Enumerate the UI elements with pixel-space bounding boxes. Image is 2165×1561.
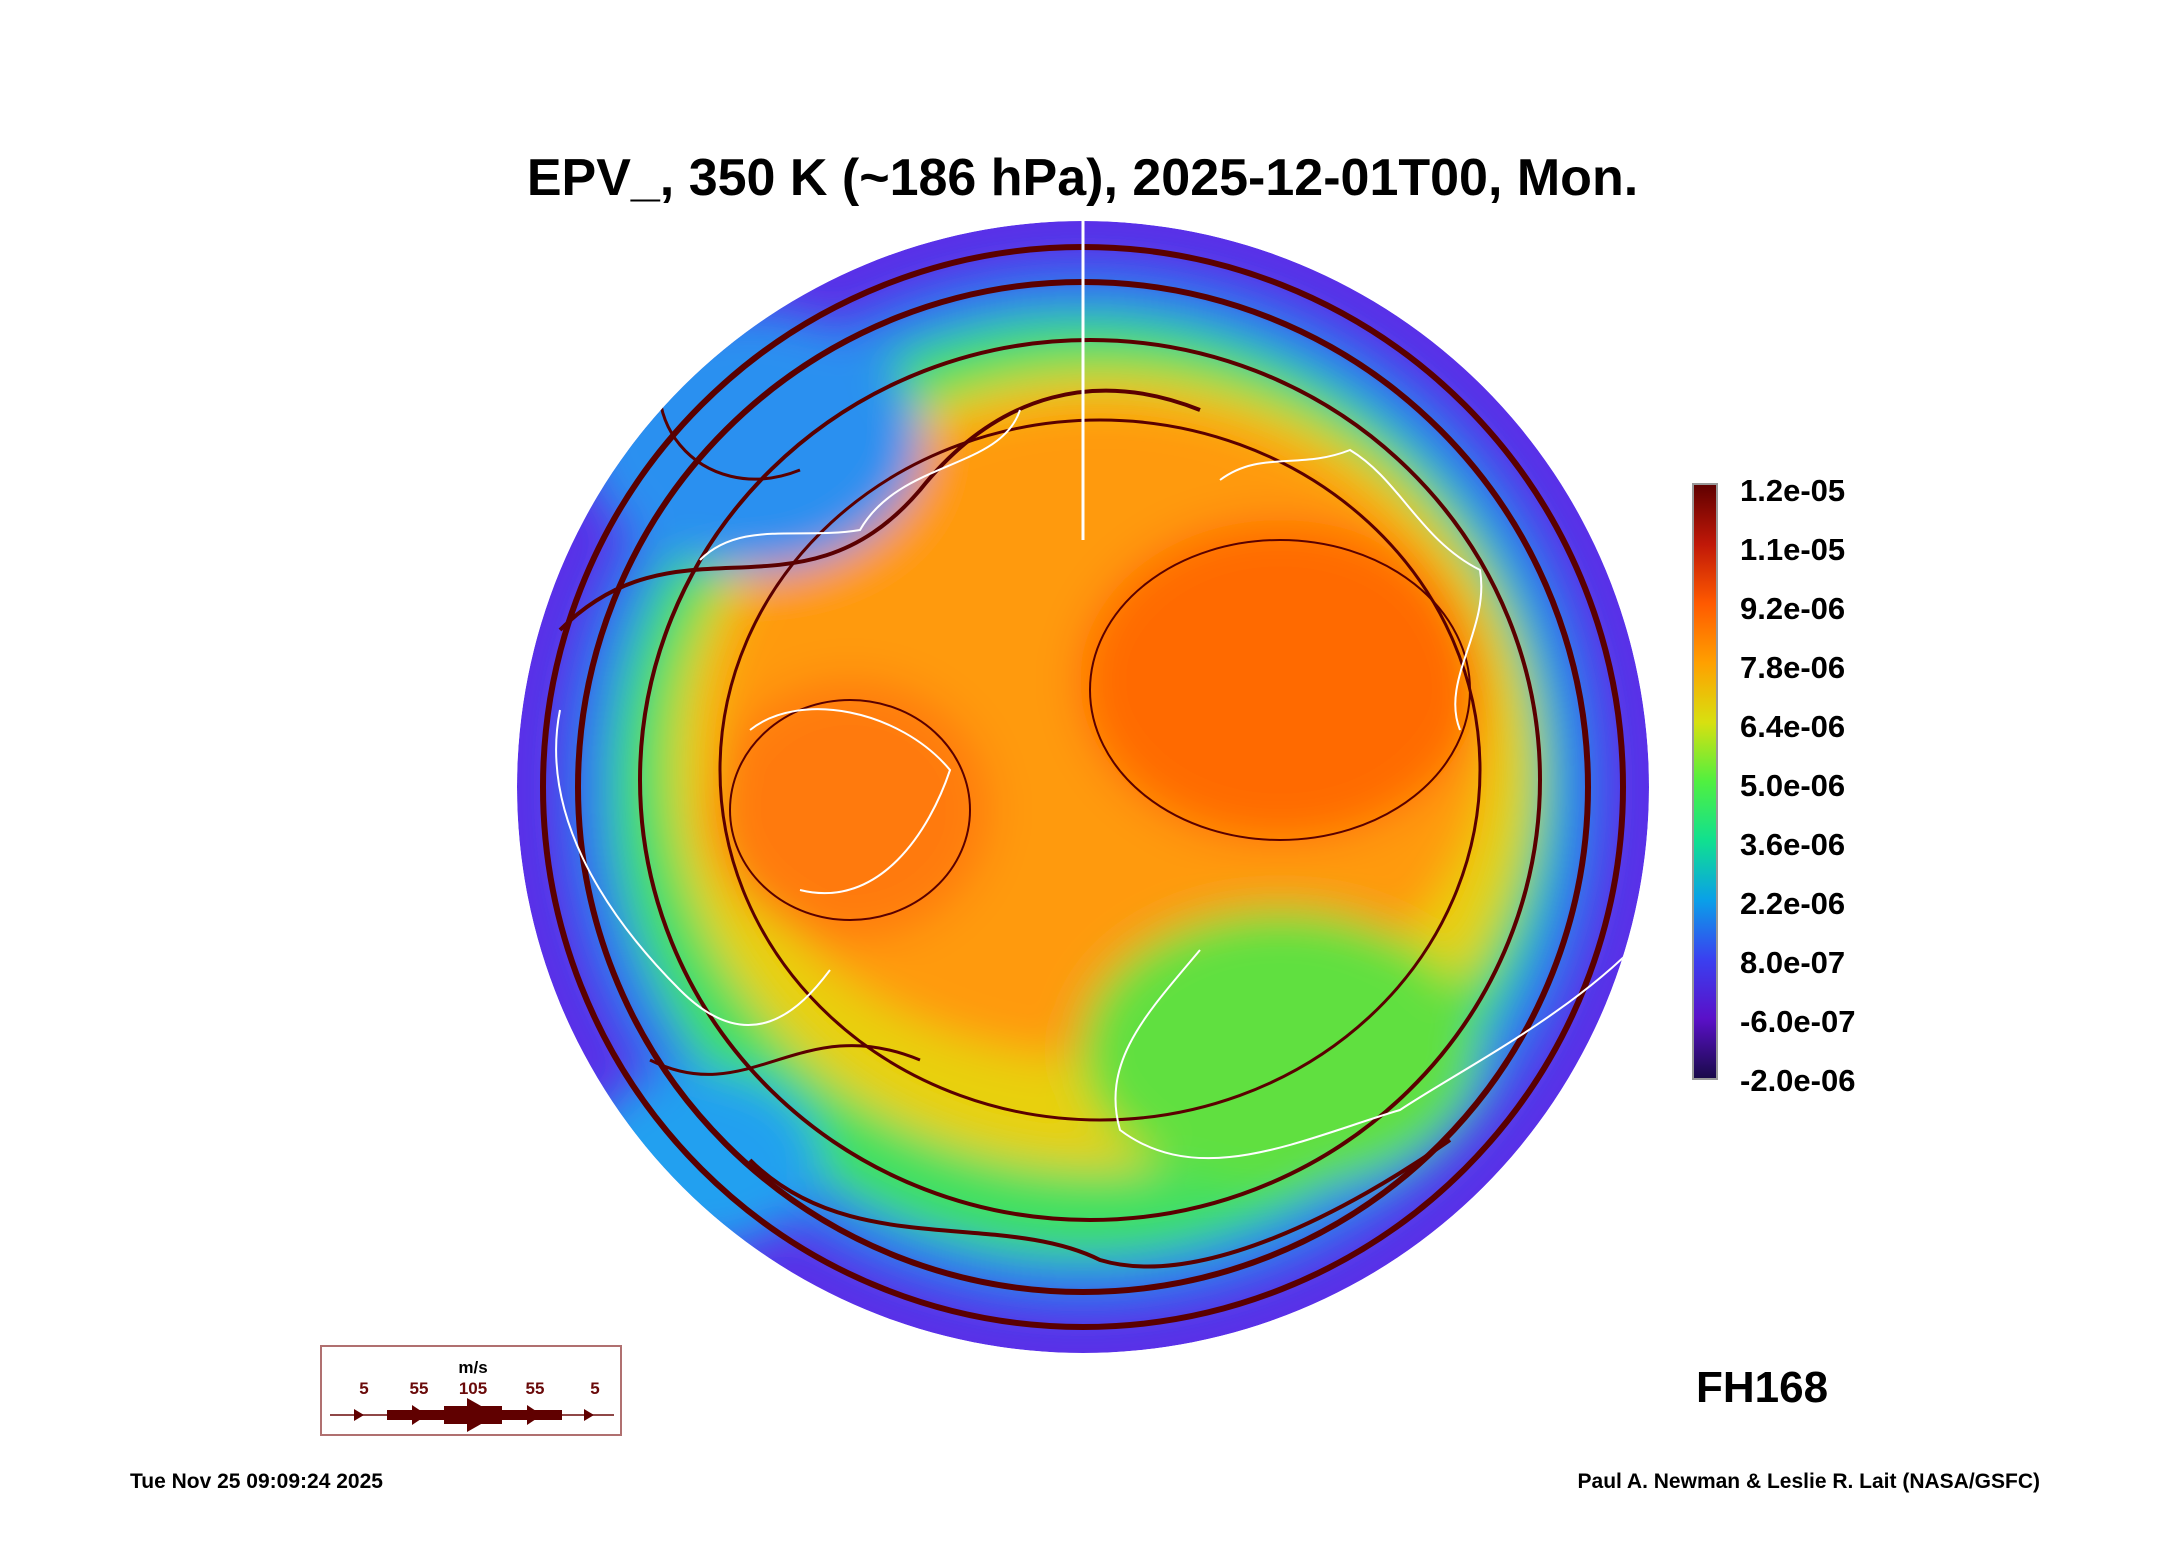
colorbar-tick: 6.4e-06 xyxy=(1740,709,1846,744)
legend-label: 5 xyxy=(359,1379,369,1398)
epv-field-core-1 xyxy=(1080,520,1480,840)
legend-units: m/s xyxy=(458,1358,488,1377)
colorbar-tick: 2.2e-06 xyxy=(1740,886,1846,921)
epv-field-green-lobe xyxy=(1080,910,1480,1190)
colorbar-tick: 3.6e-06 xyxy=(1740,827,1846,862)
credit: Paul A. Newman & Leslie R. Lait (NASA/GS… xyxy=(1577,1470,2040,1493)
colorbar-tick: 9.2e-06 xyxy=(1740,591,1846,626)
legend-label: 105 xyxy=(458,1379,488,1398)
colorbar-tick: 8.0e-07 xyxy=(1740,945,1846,980)
colorbar-tick: 7.8e-06 xyxy=(1740,650,1846,685)
epv-field-blue-lobe xyxy=(580,310,920,570)
wind-speed-legend: m/s 5 55 105 55 5 xyxy=(320,1345,622,1436)
wind-arrow-scale xyxy=(330,1398,614,1432)
coastlines xyxy=(555,409,1649,1160)
legend-label: 55 xyxy=(525,1379,545,1398)
colorbar xyxy=(1692,483,1718,1080)
colorbar-tick: 1.1e-05 xyxy=(1740,532,1846,567)
colorbar-tick: 1.2e-05 xyxy=(1740,473,1846,508)
legend-label: 55 xyxy=(409,1379,429,1398)
colorbar-tick: -6.0e-07 xyxy=(1740,1004,1856,1039)
forecast-hour: FH168 xyxy=(1696,1363,1829,1412)
colorbar-tick: 5.0e-06 xyxy=(1740,768,1846,803)
timestamp: Tue Nov 25 09:09:24 2025 xyxy=(130,1470,383,1493)
colorbar-tick: -2.0e-06 xyxy=(1740,1063,1856,1098)
epv-field-blue-lobe-2 xyxy=(580,1070,820,1250)
chart-title: EPV_, 350 K (~186 hPa), 2025-12-01T00, M… xyxy=(526,149,1639,207)
polar-map xyxy=(517,221,1649,1353)
legend-label: 5 xyxy=(590,1379,600,1398)
epv-field-core-2 xyxy=(710,680,990,940)
